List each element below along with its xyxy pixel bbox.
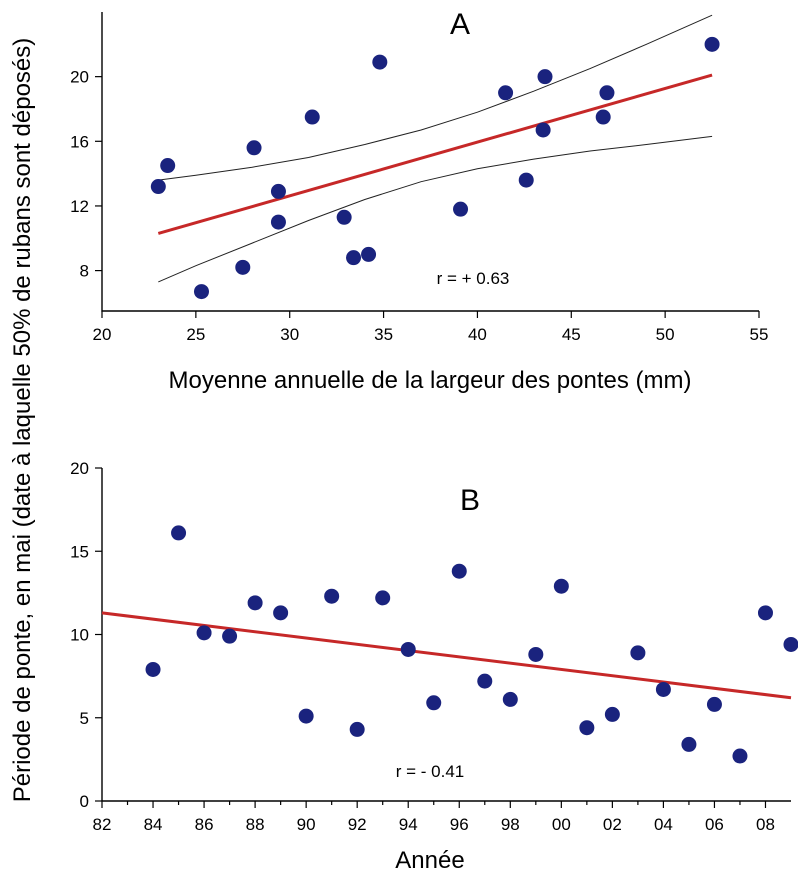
panel-b-data-point <box>273 605 289 621</box>
panel-b-data-point <box>196 625 212 641</box>
panel-a-axes: 20 25 30 35 40 45 50 55 8 12 16 20 <box>70 12 768 344</box>
panel-a-correlation-label: r = + 0.63 <box>437 269 510 288</box>
panel-b-y-tick-label: 15 <box>70 542 89 561</box>
panel-a-data-point <box>595 109 611 125</box>
panel-b-data-point <box>324 588 340 604</box>
panel-a-x-tick-label: 40 <box>468 325 487 344</box>
panel-a-ci-upper <box>158 14 713 181</box>
panel-b-x-axis-label: Année <box>395 847 464 874</box>
panel-b-correlation-label: r = - 0.41 <box>396 762 465 781</box>
panel-b-data-point <box>375 590 391 606</box>
panel-a-ci-lower <box>158 135 713 283</box>
panel-b-data-point <box>630 645 646 661</box>
panel-b-data-point <box>757 605 773 621</box>
panel-a-data-point <box>535 122 551 138</box>
panel-b-data-point <box>145 661 161 677</box>
panel-b-data-point <box>553 578 569 594</box>
panel-a-data-point <box>453 201 469 217</box>
panel-a-data-point <box>336 209 352 225</box>
panel-b-data-point <box>681 736 697 752</box>
panel-a-data-point <box>193 284 209 300</box>
panel-b-x-tick-label: 96 <box>450 815 469 834</box>
panel-a-data-point <box>537 69 553 85</box>
panel-b-points <box>145 525 798 764</box>
panel-a-data-point <box>346 250 362 266</box>
panel-b-data-point <box>502 691 518 707</box>
panel-a-x-tick-label: 25 <box>186 325 205 344</box>
panel-b-data-point <box>298 708 314 724</box>
panel-a-data-point <box>150 179 166 195</box>
panel-b-data-point <box>477 673 493 689</box>
panel-b-data-point <box>426 695 442 711</box>
panel-b-y-tick-label: 20 <box>70 459 89 478</box>
panel-a-points <box>150 36 720 300</box>
panel-a-x-tick-label: 35 <box>374 325 393 344</box>
panel-b-y-tick-label: 5 <box>80 709 89 728</box>
panel-b-data-point <box>604 706 620 722</box>
panel-a-regression-line <box>157 73 713 235</box>
panel-b-x-tick-label: 98 <box>501 815 520 834</box>
panel-b-data-point <box>247 595 263 611</box>
panel-b-data-point <box>706 696 722 712</box>
panel-b-x-tick-label: 86 <box>195 815 214 834</box>
panel-a-data-point <box>599 85 615 101</box>
panel-b-x-tick-label: 08 <box>756 815 775 834</box>
panel-b-x-tick-label: 04 <box>654 815 673 834</box>
panel-a-axis-lines <box>101 12 759 312</box>
panel-b-y-tick-label: 0 <box>80 792 89 811</box>
panel-a-data-point <box>518 172 534 188</box>
panel-a-x-axis-label: Moyenne annuelle de la largeur des ponte… <box>169 367 692 394</box>
panel-b-x-tick-label: 84 <box>144 815 163 834</box>
panel-a-x-tick-label: 20 <box>93 325 112 344</box>
panel-a-confidence-band <box>158 14 713 283</box>
panel-a-y-tick-label: 20 <box>70 68 89 87</box>
panel-b-x-tick-label: 94 <box>399 815 418 834</box>
panel-a-y-tick-label: 8 <box>80 262 89 281</box>
panel-a-x-tick-label: 30 <box>280 325 299 344</box>
panel-b-data-point <box>222 628 238 644</box>
panel-b-data-point <box>732 748 748 764</box>
panel-a-data-point <box>246 140 262 156</box>
panel-a-data-point <box>372 54 388 70</box>
panel-a-regression <box>157 73 713 235</box>
panel-a-chart: 20 25 30 35 40 45 50 55 8 12 16 20 A r = + 0.63 Moy… <box>70 8 768 394</box>
panel-b-data-point <box>579 720 595 736</box>
panel-b-x-tick-label: 82 <box>93 815 112 834</box>
panel-b-x-tick-label: 90 <box>297 815 316 834</box>
panel-b-data-point <box>171 525 187 541</box>
panel-b-data-point <box>451 563 467 579</box>
panel-a-letter: A <box>450 8 470 41</box>
panel-a-data-point <box>235 259 251 275</box>
panel-b-letter: B <box>460 484 480 517</box>
panel-a-data-point <box>704 36 720 52</box>
panel-a-x-tick-label: 45 <box>562 325 581 344</box>
panel-b-axes: 82 84 86 88 90 92 94 96 98 00 02 04 06 08 0 5 10 15 20 <box>70 459 791 834</box>
panel-a-x-tick-label: 55 <box>750 325 769 344</box>
panel-a-data-point <box>160 158 176 174</box>
panel-b-data-point <box>349 721 365 737</box>
panel-b-x-tick-label: 92 <box>348 815 367 834</box>
panel-b-x-tick-label: 88 <box>246 815 265 834</box>
panel-b-regression-line <box>101 611 792 700</box>
shared-y-axis-label: Période de ponte, en mai (date à laquell… <box>9 38 36 803</box>
panel-b-x-tick-label: 06 <box>705 815 724 834</box>
panel-b-x-tick-label: 02 <box>603 815 622 834</box>
panel-a-y-tick-label: 16 <box>70 132 89 151</box>
panel-b-regression <box>101 611 792 700</box>
panel-a-data-point <box>304 109 320 125</box>
panel-b-y-tick-label: 10 <box>70 626 89 645</box>
panel-a-data-point <box>361 246 377 262</box>
panel-b-data-point <box>400 641 416 657</box>
panel-a-y-tick-label: 12 <box>70 197 89 216</box>
panel-a-data-point <box>498 85 514 101</box>
panel-b-x-tick-label: 00 <box>552 815 571 834</box>
panel-a-data-point <box>270 214 286 230</box>
panel-b-data-point <box>655 681 671 697</box>
panel-a-x-tick-label: 50 <box>656 325 675 344</box>
panel-b-chart: 82 84 86 88 90 92 94 96 98 00 02 04 06 08 0 5 10 15 20 B r… <box>70 459 798 874</box>
panel-b-data-point <box>783 636 798 652</box>
panel-b-data-point <box>528 646 544 662</box>
panel-a-data-point <box>270 183 286 199</box>
